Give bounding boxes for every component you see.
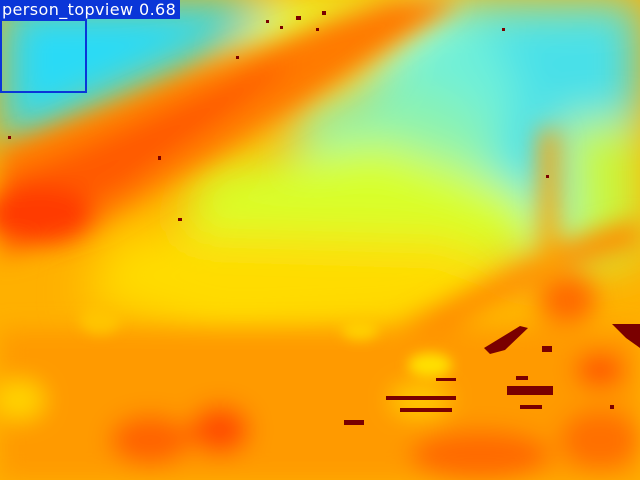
detection-bounding-box (0, 19, 87, 93)
detection-label: person_topview 0.68 (0, 0, 181, 19)
